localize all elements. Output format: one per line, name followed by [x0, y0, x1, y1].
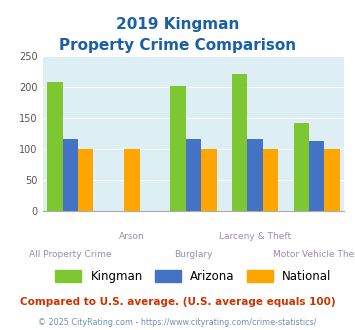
Text: © 2025 CityRating.com - https://www.cityrating.com/crime-statistics/: © 2025 CityRating.com - https://www.city…	[38, 318, 317, 327]
Text: Larceny & Theft: Larceny & Theft	[219, 232, 291, 241]
Bar	[201, 148, 217, 211]
Text: Motor Vehicle Theft: Motor Vehicle Theft	[273, 250, 355, 259]
Bar	[62, 139, 78, 211]
Bar	[263, 148, 278, 211]
Bar	[309, 141, 324, 211]
Legend: Kingman, Arizona, National: Kingman, Arizona, National	[50, 264, 337, 289]
Bar	[124, 148, 140, 211]
Bar	[232, 74, 247, 211]
Text: Compared to U.S. average. (U.S. average equals 100): Compared to U.S. average. (U.S. average …	[20, 297, 335, 307]
Text: All Property Crime: All Property Crime	[29, 250, 111, 259]
Text: Property Crime Comparison: Property Crime Comparison	[59, 38, 296, 53]
Bar	[186, 139, 201, 211]
Bar	[324, 148, 340, 211]
Text: Arson: Arson	[119, 232, 145, 241]
Bar	[170, 86, 186, 211]
Text: 2019 Kingman: 2019 Kingman	[116, 16, 239, 31]
Bar	[247, 139, 263, 211]
Text: Burglary: Burglary	[174, 250, 213, 259]
Bar	[47, 82, 62, 211]
Bar	[78, 148, 93, 211]
Bar	[294, 123, 309, 211]
